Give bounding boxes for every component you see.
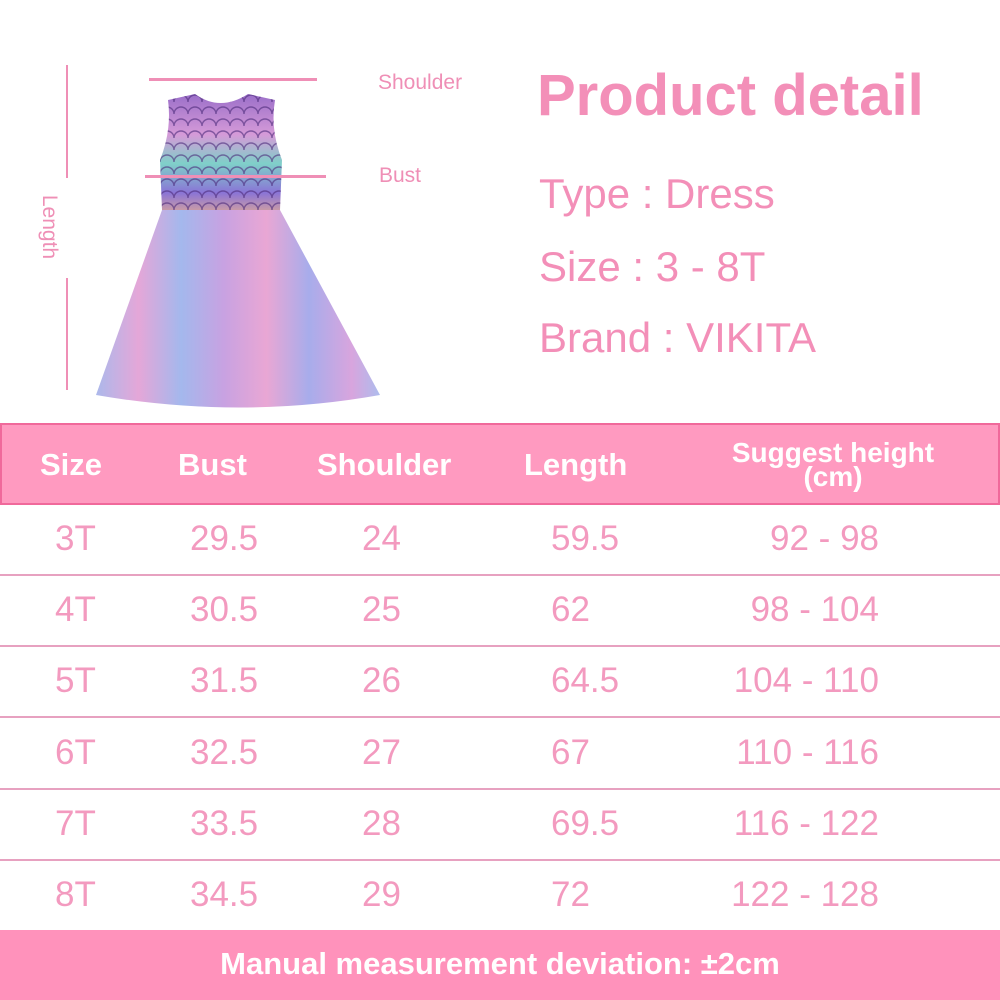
header-size: Size (40, 447, 103, 482)
table-row: 4T 30.5 25 62 98 - 104 (0, 574, 1000, 648)
cell-bust: 34.5 (190, 875, 259, 914)
cell-length: 69.5 (551, 803, 620, 843)
cell-shoulder: 24 (362, 519, 401, 558)
header-shoulder: Shoulder (317, 447, 452, 482)
cell-shoulder: 29 (362, 875, 401, 914)
header-suggest-height: Suggest height (cm) (718, 437, 948, 492)
shoulder-label: Shoulder (378, 71, 463, 94)
product-detail-title: Product detail (537, 63, 924, 128)
bust-label: Bust (379, 164, 422, 187)
cell-size: 5T (55, 661, 96, 701)
table-row: 5T 31.5 26 64.5 104 - 110 (0, 645, 1000, 719)
cell-size: 4T (55, 590, 96, 630)
table-row: 7T 33.5 28 69.5 116 - 122 (0, 788, 1000, 861)
header-bust: Bust (178, 447, 247, 482)
cell-suggest-height: 104 - 110 (733, 661, 879, 701)
header-suggest-height-line1: Suggest height (731, 437, 935, 468)
cell-length: 62 (551, 590, 590, 630)
size-table-header: Size Bust Shoulder Length Suggest height… (0, 423, 1000, 505)
type-info: Type : Dress (539, 170, 775, 217)
cell-suggest-height: 110 - 116 (736, 732, 879, 772)
cell-length: 72 (551, 875, 590, 914)
header-length: Length (524, 447, 628, 482)
cell-shoulder: 25 (362, 590, 401, 630)
measurement-deviation-note: Manual measurement deviation: ±2cm (0, 930, 1000, 1000)
cell-size: 7T (55, 803, 96, 843)
cell-bust: 33.5 (190, 803, 259, 843)
cell-suggest-height: 92 - 98 (770, 519, 879, 558)
cell-bust: 30.5 (190, 590, 259, 630)
length-label: Length (38, 194, 62, 260)
cell-bust: 31.5 (190, 661, 259, 701)
length-measure-line-top (66, 65, 68, 178)
size-info: Size : 3 - 8T (539, 243, 766, 290)
cell-size: 8T (55, 875, 96, 914)
cell-shoulder: 28 (362, 803, 401, 843)
dress-image (96, 94, 380, 408)
cell-suggest-height: 122 - 128 (731, 875, 879, 914)
cell-length: 64.5 (551, 661, 620, 701)
table-row: 3T 29.5 24 59.5 92 - 98 (0, 503, 1000, 576)
cell-length: 67 (551, 732, 590, 772)
cell-bust: 32.5 (190, 732, 259, 772)
table-row: 8T 34.5 29 72 122 - 128 (0, 859, 1000, 932)
header-suggest-height-line2: (cm) (803, 461, 863, 492)
cell-shoulder: 26 (362, 661, 401, 701)
cell-size: 3T (55, 519, 96, 558)
cell-suggest-height: 116 - 122 (733, 803, 879, 843)
cell-bust: 29.5 (190, 519, 259, 558)
cell-size: 6T (55, 732, 96, 772)
cell-suggest-height: 98 - 104 (750, 590, 879, 630)
brand-info: Brand : VIKITA (539, 314, 816, 361)
cell-shoulder: 27 (362, 732, 401, 772)
bust-measure-line (145, 175, 326, 178)
length-measure-line-bottom (66, 278, 68, 390)
cell-length: 59.5 (551, 519, 620, 558)
shoulder-measure-line (149, 78, 317, 81)
table-row: 6T 32.5 27 67 110 - 116 (0, 717, 1000, 790)
